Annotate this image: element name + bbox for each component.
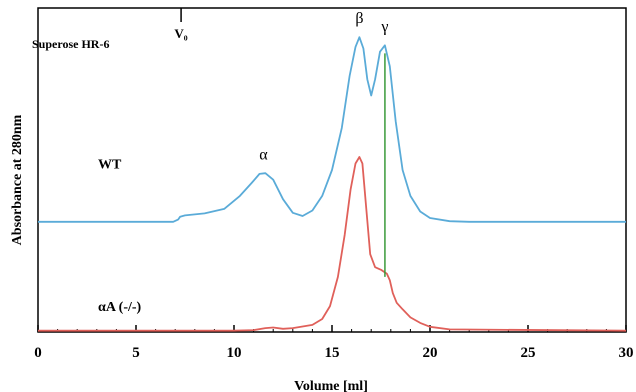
x-tick-labels: 0 5 10 15 20 25 30: [34, 345, 633, 361]
y-axis-label: Absorbance at 280nm: [10, 114, 25, 245]
peak-labels: α β γ: [259, 10, 388, 163]
x-tick-label: 0: [34, 345, 42, 361]
series-lines: [38, 36, 627, 332]
void-volume-label: V₀: [174, 26, 187, 41]
peak-label: γ: [380, 18, 388, 35]
peak-label: β: [355, 10, 363, 27]
x-axis-label: Volume [ml]: [294, 379, 368, 392]
x-tick-label: 5: [132, 345, 140, 361]
peak-label: α: [259, 146, 268, 163]
chart-title: Superose HR-6: [32, 37, 109, 51]
x-tick-label: 20: [423, 345, 438, 361]
series-line-wt: [38, 36, 626, 223]
series-label-wt: WT: [98, 158, 122, 173]
series-line-alphaA-knockout: [38, 156, 627, 332]
x-tick-label: 30: [619, 345, 634, 361]
x-tick-label: 10: [227, 345, 242, 361]
x-tick-label: 15: [325, 345, 340, 361]
series-label-alphaA-knockout: αA (-/-): [98, 300, 142, 315]
x-tick-label: 25: [521, 345, 536, 361]
